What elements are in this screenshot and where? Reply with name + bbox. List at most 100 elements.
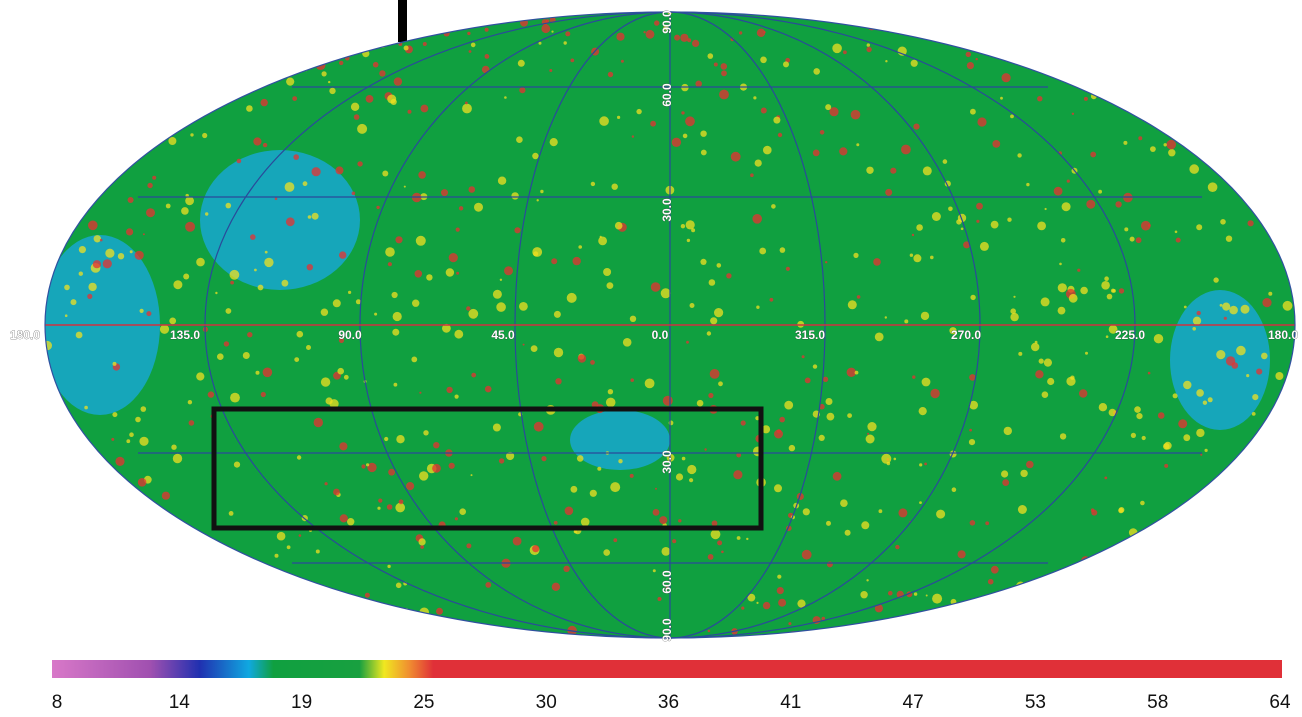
texture-dot	[111, 438, 114, 441]
texture-dot	[1223, 123, 1232, 132]
texture-dot	[184, 21, 189, 26]
texture-dot	[426, 274, 432, 280]
texture-dot	[1098, 190, 1102, 194]
texture-dot	[1157, 121, 1165, 129]
texture-dot	[1184, 306, 1187, 309]
texture-dot	[1027, 16, 1034, 23]
texture-dot	[455, 395, 459, 399]
texture-dot	[565, 507, 574, 516]
texture-dot	[58, 26, 61, 29]
texture-dot	[411, 357, 417, 363]
texture-dot	[394, 383, 398, 387]
texture-dot	[930, 389, 939, 398]
texture-blob	[1170, 290, 1270, 430]
longitude-label: 270.0	[951, 328, 981, 342]
texture-dot	[866, 579, 868, 581]
texture-dot	[498, 177, 506, 185]
texture-dot	[1198, 32, 1203, 37]
texture-dot	[621, 60, 624, 63]
texture-dot	[1268, 499, 1274, 505]
texture-dot	[354, 114, 360, 120]
texture-dot	[653, 509, 660, 516]
texture-dot	[741, 420, 746, 425]
texture-dot	[147, 183, 152, 188]
texture-dot	[1010, 115, 1014, 119]
texture-dot	[326, 36, 335, 45]
texture-dot	[701, 150, 707, 156]
texture-dot	[523, 344, 525, 346]
texture-dot	[1026, 183, 1029, 186]
texture-dot	[130, 250, 133, 253]
texture-dot	[454, 330, 463, 339]
texture-dot	[539, 42, 542, 45]
texture-dot	[376, 206, 379, 209]
texture-dot	[263, 143, 267, 147]
texture-dot	[1066, 377, 1075, 386]
texture-dot	[1009, 622, 1013, 626]
texture-dot	[912, 234, 914, 236]
texture-dot	[71, 299, 77, 305]
texture-dot	[1058, 307, 1066, 315]
texture-dot	[1047, 378, 1054, 385]
texture-dot	[1098, 592, 1103, 597]
texture-dot	[1099, 403, 1107, 411]
texture-dot	[1259, 434, 1262, 437]
texture-dot	[44, 559, 48, 563]
texture-dot	[1254, 617, 1260, 623]
texture-dot	[215, 292, 217, 294]
texture-dot	[1044, 359, 1052, 367]
texture-dot	[247, 332, 252, 337]
texture-dot	[297, 455, 301, 459]
texture-dot	[1138, 136, 1142, 140]
texture-dot	[1064, 598, 1070, 604]
texture-dot	[1001, 470, 1008, 477]
texture-dot	[1175, 231, 1178, 234]
texture-dot	[913, 124, 919, 130]
texture-dot	[1229, 565, 1235, 571]
texture-dot	[760, 57, 767, 64]
texture-dot	[1262, 433, 1271, 442]
texture-dot	[1292, 376, 1295, 379]
colorbar-tick-label: 64	[1269, 692, 1291, 713]
texture-dot	[384, 437, 388, 441]
texture-dot	[608, 389, 613, 394]
texture-dot	[1205, 83, 1214, 92]
texture-dot	[697, 400, 704, 407]
texture-dot	[224, 550, 226, 552]
texture-dot	[1200, 454, 1202, 456]
texture-dot	[554, 348, 563, 357]
texture-dot	[857, 295, 861, 299]
texture-dot	[392, 292, 398, 298]
longitude-label: 90.0	[338, 328, 362, 342]
texture-dot	[139, 437, 148, 446]
texture-dot	[393, 312, 402, 321]
longitude-label: 315.0	[795, 328, 825, 342]
texture-dot	[1068, 39, 1076, 47]
texture-dot	[689, 478, 693, 482]
texture-dot	[1054, 187, 1063, 196]
texture-dot	[456, 228, 460, 232]
colorbar-tick-label: 25	[413, 692, 434, 713]
texture-dot	[1197, 18, 1204, 25]
texture-dot	[1268, 292, 1272, 296]
texture-dot	[423, 430, 428, 435]
texture-dot	[261, 99, 268, 106]
texture-dot	[840, 499, 848, 507]
texture-dot	[866, 167, 873, 174]
texture-dot	[923, 166, 932, 175]
texture-dot	[50, 203, 59, 212]
texture-dot	[789, 445, 795, 451]
texture-dot	[455, 517, 458, 520]
texture-dot	[321, 377, 330, 386]
texture-dot	[185, 222, 195, 232]
texture-dot	[1123, 141, 1127, 145]
texture-dot	[432, 464, 441, 473]
texture-dot	[759, 248, 766, 255]
texture-dot	[608, 72, 613, 77]
texture-dot	[922, 378, 931, 387]
texture-dot	[394, 77, 402, 85]
texture-dot	[1287, 201, 1295, 209]
texture-dot	[1178, 419, 1187, 428]
texture-dot	[135, 510, 139, 514]
texture-dot	[851, 110, 861, 120]
